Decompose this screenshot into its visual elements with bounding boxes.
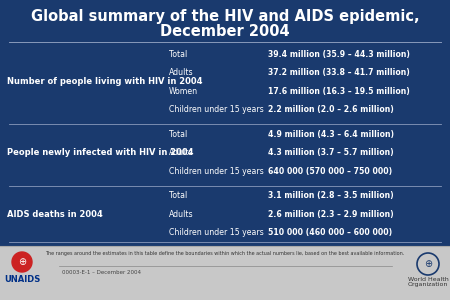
Text: 640 000 (570 000 – 750 000): 640 000 (570 000 – 750 000) (268, 167, 392, 176)
Text: Global summary of the HIV and AIDS epidemic,: Global summary of the HIV and AIDS epide… (31, 8, 419, 23)
Text: 4.3 million (3.7 – 5.7 million): 4.3 million (3.7 – 5.7 million) (268, 148, 393, 157)
Text: 37.2 million (33.8 – 41.7 million): 37.2 million (33.8 – 41.7 million) (268, 68, 410, 77)
Text: UNAIDS: UNAIDS (4, 275, 40, 284)
Text: Number of people living with HIV in 2004: Number of people living with HIV in 2004 (7, 77, 202, 86)
Text: People newly infected with HIV in 2004: People newly infected with HIV in 2004 (7, 148, 193, 157)
Text: Adults: Adults (169, 210, 194, 219)
Text: 2.2 million (2.0 – 2.6 million): 2.2 million (2.0 – 2.6 million) (268, 105, 393, 114)
Text: ⊕: ⊕ (424, 259, 432, 269)
Text: 510 000 (460 000 – 600 000): 510 000 (460 000 – 600 000) (268, 228, 392, 237)
Text: AIDS deaths in 2004: AIDS deaths in 2004 (7, 210, 103, 219)
Text: Children under 15 years: Children under 15 years (169, 228, 264, 237)
Text: 00003-E-1 – December 2004: 00003-E-1 – December 2004 (62, 271, 141, 275)
Text: Children under 15 years: Children under 15 years (169, 167, 264, 176)
Text: Adults: Adults (169, 68, 194, 77)
Bar (0, 246, 450, 300)
Text: December 2004: December 2004 (160, 25, 290, 40)
Text: Total: Total (169, 191, 187, 200)
Text: Adults: Adults (169, 148, 194, 157)
Text: Total: Total (169, 50, 187, 59)
Text: 3.1 million (2.8 – 3.5 million): 3.1 million (2.8 – 3.5 million) (268, 191, 393, 200)
Text: Total: Total (169, 130, 187, 139)
Text: 2.6 million (2.3 – 2.9 million): 2.6 million (2.3 – 2.9 million) (268, 210, 393, 219)
Circle shape (12, 252, 32, 272)
Text: World Health
Organization: World Health Organization (408, 277, 448, 287)
Text: 39.4 million (35.9 – 44.3 million): 39.4 million (35.9 – 44.3 million) (268, 50, 410, 59)
Text: Children under 15 years: Children under 15 years (169, 105, 264, 114)
Text: 17.6 million (16.3 – 19.5 million): 17.6 million (16.3 – 19.5 million) (268, 87, 410, 96)
Text: ⊕: ⊕ (18, 257, 26, 267)
Text: Women: Women (169, 87, 198, 96)
Text: The ranges around the estimates in this table define the boundaries within which: The ranges around the estimates in this … (45, 251, 405, 256)
Text: 4.9 million (4.3 – 6.4 million): 4.9 million (4.3 – 6.4 million) (268, 130, 394, 139)
